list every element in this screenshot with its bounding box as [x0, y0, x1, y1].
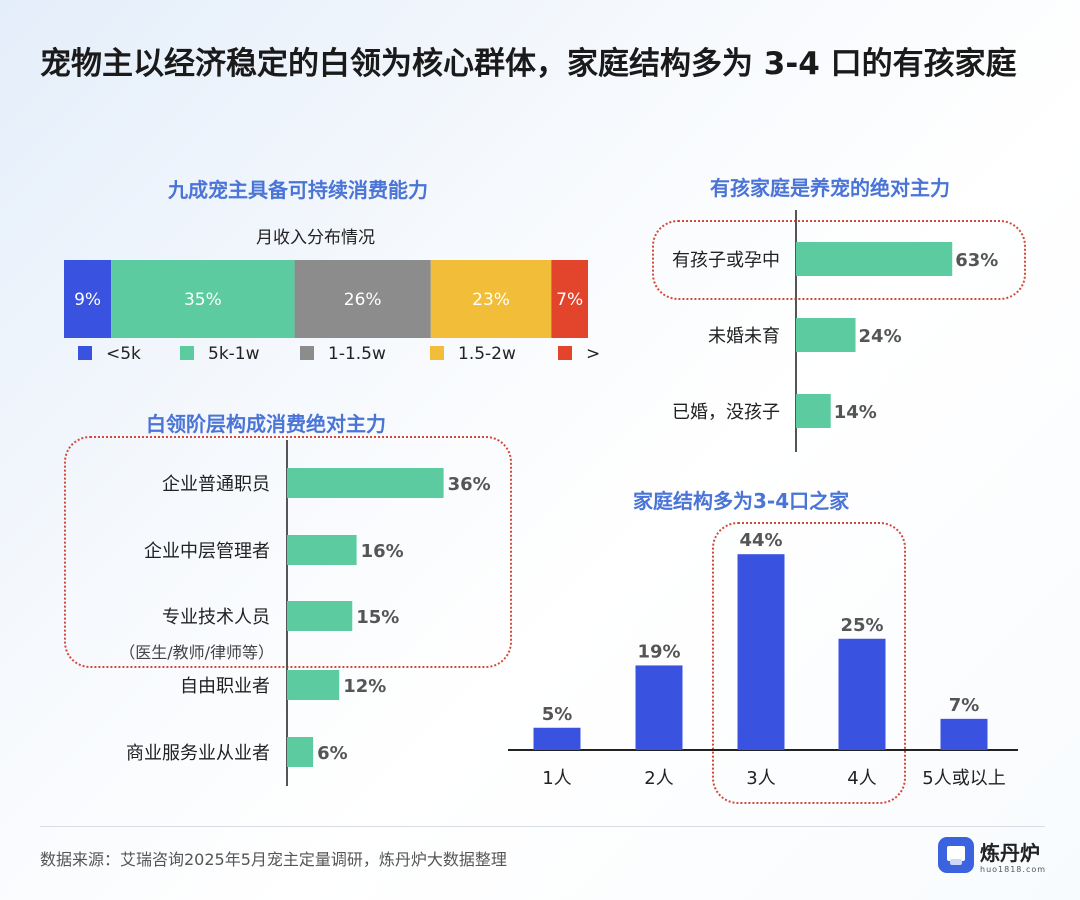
occupation-bar-0	[287, 468, 444, 498]
family-label-4: 5人或以上	[922, 768, 1005, 789]
children-highlight-box	[652, 220, 1026, 300]
occupation-value-4: 6%	[317, 743, 348, 764]
income-segment-label-0: 9%	[74, 290, 101, 310]
legend-swatch-4	[558, 346, 572, 360]
family-label-0: 1人	[542, 768, 571, 789]
children-bar-2	[796, 394, 831, 428]
legend-label-3: 1.5-2w	[458, 344, 516, 364]
occupation-value-2: 15%	[356, 607, 399, 628]
family-column-chart: 5% 1人 19% 2人 44% 3人 25% 4人 7% 5人或以上	[508, 530, 1018, 789]
children-label-2: 已婚，没孩子	[672, 402, 780, 423]
footer-divider	[40, 826, 1045, 827]
income-segment-4	[551, 260, 588, 338]
family-value-2: 44%	[739, 530, 782, 551]
occupation-label-3: 自由职业者	[180, 676, 270, 697]
family-value-3: 25%	[840, 615, 883, 636]
income-segment-label-1: 35%	[184, 290, 222, 310]
family-value-0: 5%	[542, 704, 573, 725]
occupation-value-1: 16%	[361, 541, 404, 562]
children-label-1: 未婚未育	[708, 326, 780, 347]
legend-label-4: >2w	[586, 344, 600, 364]
occupation-chart-title: 白领阶层构成消费绝对主力	[146, 412, 386, 436]
children-bar-chart: 63% 有孩子或孕中 24% 未婚未育 14% 已婚，没孩子	[672, 210, 998, 452]
income-chart-subtitle: 月收入分布情况	[256, 228, 375, 248]
brand-logo: 炼丹炉 huo1818.com	[938, 835, 1058, 881]
family-bar-1	[635, 665, 683, 750]
occupation-bar-chart: 36% 企业普通职员 16% 企业中层管理者 15% 专业技术人员 12% 自由职业者 6% 商业…	[119, 440, 491, 786]
family-bar-2	[737, 554, 785, 750]
logo-url: huo1818.com	[980, 865, 1047, 874]
occupation-bar-2	[287, 601, 353, 631]
source-note: 数据来源：艾瑞咨询2025年5月宠主定量调研，炼丹炉大数据整理	[40, 850, 507, 869]
legend-label-1: 5k-1w	[208, 344, 260, 364]
legend-swatch-3	[430, 346, 444, 360]
occupation-bar-1	[287, 535, 357, 565]
occupation-label-1: 企业中层管理者	[144, 541, 270, 562]
legend-swatch-1	[180, 346, 194, 360]
occupation-label-2: 专业技术人员	[162, 607, 270, 628]
family-bar-0	[533, 727, 581, 750]
page-title: 宠物主以经济稳定的白领为核心群体，家庭结构多为 3-4 口的有孩家庭	[40, 46, 1017, 82]
income-segment-2	[294, 260, 431, 338]
income-chart-title: 九成宠主具备可持续消费能力	[168, 178, 428, 202]
income-segment-0	[64, 260, 112, 338]
children-chart-title: 有孩家庭是养宠的绝对主力	[710, 176, 950, 200]
family-value-4: 7%	[949, 695, 980, 716]
legend-swatch-2	[300, 346, 314, 360]
income-segment-label-2: 26%	[344, 290, 382, 310]
family-bar-3	[838, 638, 886, 750]
income-segment-1	[111, 260, 295, 338]
family-label-1: 2人	[644, 768, 673, 789]
family-chart-title: 家庭结构多为3-4口之家	[633, 489, 850, 513]
occupation-label-0: 企业普通职员	[162, 474, 270, 495]
occupation-bar-3	[287, 670, 340, 700]
occupation-label-note: （医生/教师/律师等）	[119, 643, 274, 662]
legend-label-2: 1-1.5w	[328, 344, 386, 364]
occupation-value-0: 36%	[448, 474, 491, 495]
family-bar-4	[940, 718, 988, 750]
logo-mark-icon	[938, 837, 974, 873]
family-value-1: 19%	[637, 641, 680, 662]
children-value-2: 14%	[834, 402, 877, 423]
family-highlight-box	[712, 522, 906, 804]
occupation-bar-4	[287, 737, 314, 767]
occupation-value-3: 12%	[343, 676, 386, 697]
income-segment-label-3: 23%	[472, 290, 510, 310]
family-label-2: 3人	[746, 768, 775, 789]
income-segment-3	[430, 260, 552, 338]
children-label-0: 有孩子或孕中	[672, 250, 780, 271]
children-value-1: 24%	[859, 326, 902, 347]
family-label-3: 4人	[847, 768, 876, 789]
occupation-label-4: 商业服务业从业者	[126, 743, 270, 764]
legend-label-0: <5k	[106, 344, 141, 364]
children-bar-0	[796, 242, 953, 276]
children-bar-1	[796, 318, 856, 352]
income-segment-label-4: 7%	[556, 290, 583, 310]
legend-swatch-0	[78, 346, 92, 360]
logo-name: 炼丹炉	[980, 841, 1040, 865]
children-value-0: 63%	[955, 250, 998, 271]
income-stacked-chart: 9% 35% 26% 23% 7% <5k 5k-1w 1-1.5w 1.5-2w >2w	[64, 260, 600, 364]
